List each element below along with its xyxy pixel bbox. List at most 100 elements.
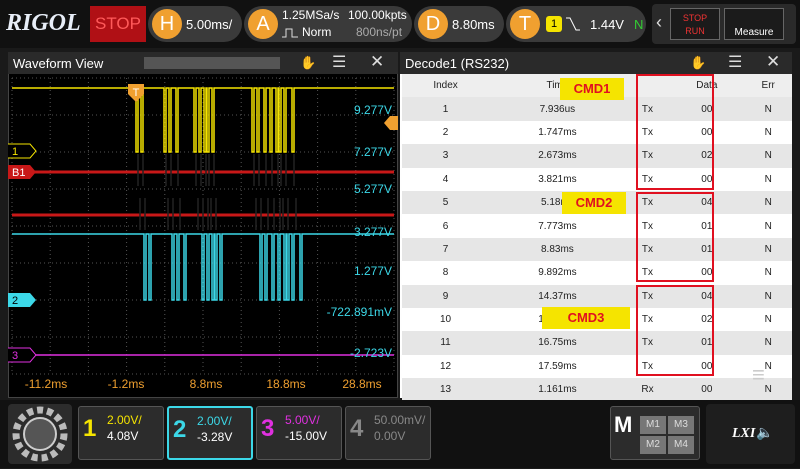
cell: 3 <box>442 150 449 162</box>
channel-box[interactable]: 3 5.00V/ -15.00V <box>256 406 342 460</box>
cell: N <box>764 103 772 115</box>
cell: Tx <box>641 126 654 138</box>
home-button[interactable] <box>8 404 72 464</box>
scroll-icon[interactable]: ≡ <box>752 362 765 387</box>
cell: 16.75ms <box>538 337 577 349</box>
decode-row: 13 1.161ms Rx 00 N <box>402 378 792 402</box>
trigger-source: 1 <box>546 16 562 32</box>
cell: 1.161ms <box>538 384 577 396</box>
status[interactable]: STOP <box>90 6 146 42</box>
cell: 3.821ms <box>538 173 577 185</box>
close-icon[interactable]: ✕ <box>370 52 385 71</box>
edge-icon <box>566 17 580 31</box>
cell: 04 <box>701 197 713 209</box>
cell: 00 <box>701 384 713 396</box>
channel-marker-label: B1 <box>12 167 25 179</box>
cell: 8.83ms <box>541 243 574 255</box>
level-label: 5.277V <box>354 182 392 196</box>
collapse-arrow[interactable]: ‹ <box>656 12 662 32</box>
cell: 8 <box>442 267 449 279</box>
brand: RIGOL <box>6 10 81 36</box>
close-icon[interactable]: ✕ <box>766 52 781 71</box>
cell: 01 <box>701 220 713 232</box>
trigger-sweep: N <box>634 17 644 32</box>
run-stop[interactable]: STOP RUN <box>670 8 720 40</box>
math-item[interactable]: M4 <box>668 436 694 454</box>
cell: N <box>764 314 772 326</box>
lxi: LXI <box>732 426 756 441</box>
math-item[interactable]: M3 <box>668 416 694 434</box>
cell: 1.747ms <box>538 126 577 138</box>
channel-offset: -15.00V <box>285 429 328 443</box>
touch-icon[interactable]: ✋ <box>300 55 317 70</box>
cell: 4 <box>442 173 449 185</box>
cell: Tx <box>641 220 654 232</box>
pulse-icon <box>282 28 298 38</box>
cell: N <box>764 173 772 185</box>
level-label: -722.891mV <box>327 305 392 319</box>
cell: 04 <box>701 290 713 302</box>
annotation: CMD1 <box>560 78 624 100</box>
touch-icon[interactable]: ✋ <box>690 55 707 70</box>
cell: 7.936us <box>539 103 576 115</box>
cell: N <box>764 290 772 302</box>
cell: Tx <box>641 197 654 209</box>
decode-panel <box>400 52 792 398</box>
mute-icon[interactable]: 🔈 <box>756 424 774 440</box>
decode-title: Decode1 (RS232) <box>405 56 510 71</box>
cell: Tx <box>641 267 654 279</box>
cell: Tx <box>641 290 654 302</box>
channel-box[interactable]: 2 2.00V/ -3.28V <box>167 406 253 460</box>
cell: 00 <box>701 173 713 185</box>
channel-scale: 50.00mV/ <box>374 413 426 427</box>
h-key: H <box>152 9 182 39</box>
math-item[interactable]: M2 <box>640 436 666 454</box>
decode-row: 2 1.747ms Tx 00 N <box>402 120 792 145</box>
math-item[interactable]: M1 <box>640 416 666 434</box>
level-label: 3.277V <box>354 225 392 239</box>
cell: 02 <box>701 150 713 162</box>
channel-box[interactable]: 4 50.00mV/0.00V <box>345 406 431 460</box>
channel-marker-label: 3 <box>12 350 18 362</box>
resolution: 800ns/pt <box>356 25 403 39</box>
cell: 9.892ms <box>538 267 577 279</box>
channel-box[interactable]: 1 2.00V/4.08V <box>78 406 164 460</box>
decode-table: Index Time Data Err 1 7.936us Tx 00 N 2 1.747ms Tx… <box>402 74 792 402</box>
cell: 9 <box>442 290 449 302</box>
annotation: CMD2 <box>562 192 626 214</box>
menu-icon[interactable]: ☰ <box>332 54 347 71</box>
channel-number: 1 <box>83 415 97 442</box>
trigger-marker-label: T <box>133 87 140 99</box>
measure[interactable]: Measure <box>724 8 784 40</box>
channel-marker <box>8 144 36 158</box>
memory-depth: 100.00kpts <box>348 8 407 22</box>
cell: 02 <box>701 314 713 326</box>
cell: N <box>764 360 772 372</box>
channel-scale: 2.00V/ <box>197 414 232 428</box>
trigger-marker <box>128 84 144 102</box>
decode-row: 8 9.892ms Tx 00 N <box>402 261 792 285</box>
cell: 00 <box>701 360 713 372</box>
channel-offset: 0.00V <box>374 429 406 443</box>
time-label: 18.8ms <box>266 377 305 391</box>
channel-number: 2 <box>173 416 187 443</box>
menu-icon[interactable]: ☰ <box>728 54 743 71</box>
channel-scale: 2.00V/ <box>107 413 142 427</box>
cell: 10 <box>439 314 452 326</box>
cell: 11 <box>440 337 451 349</box>
cell: Rx <box>641 384 654 396</box>
cell: N <box>764 220 772 232</box>
cell: 12 <box>439 360 452 372</box>
channel-marker <box>8 165 36 179</box>
decode-row: 1 7.936us Tx 00 N <box>402 97 792 121</box>
cell: 17.59ms <box>538 360 577 372</box>
decode-header <box>400 52 792 74</box>
h-scale: 5.00ms/ <box>186 17 233 32</box>
highlight-box <box>636 192 714 282</box>
cell: 5.18ms <box>541 197 574 209</box>
waveform <box>12 233 394 301</box>
waveform-title: Waveform View <box>13 56 104 71</box>
overview-bar <box>144 57 280 69</box>
cell: Tx <box>641 314 654 326</box>
